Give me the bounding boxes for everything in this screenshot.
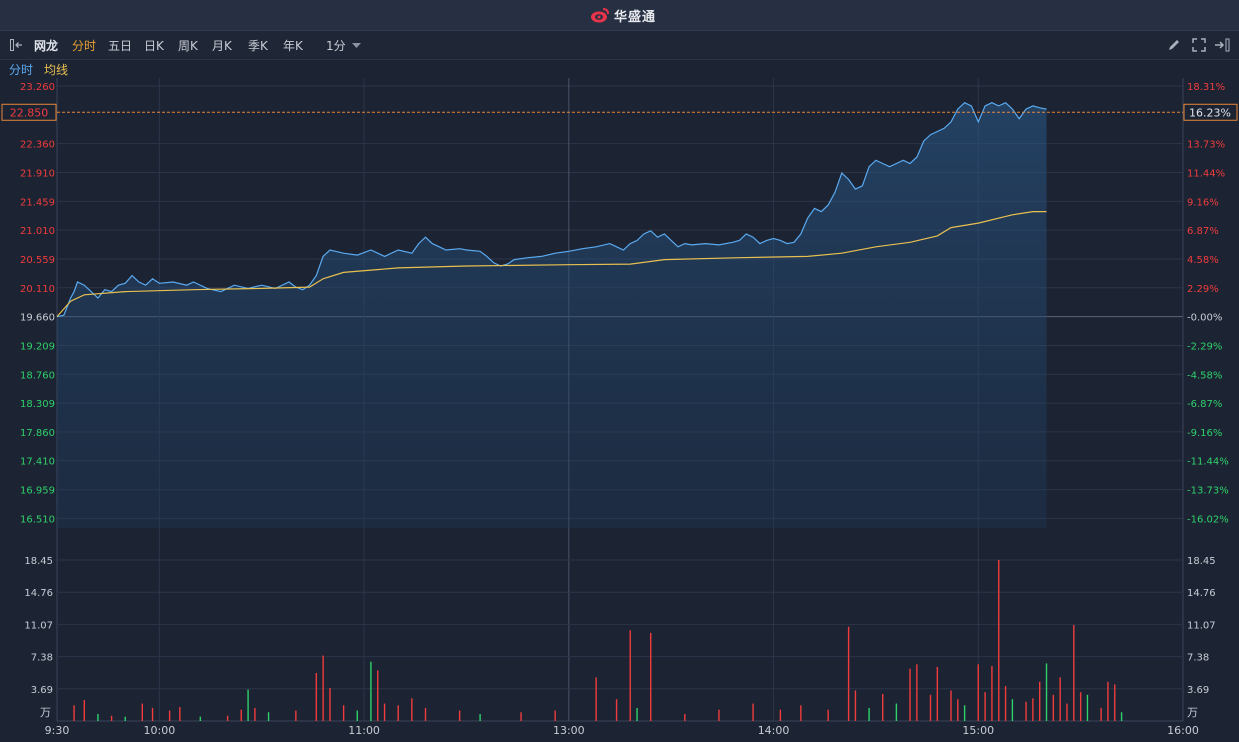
crosshair-price-box	[1, 103, 57, 121]
volume-tick-label: 3.69	[31, 685, 53, 696]
time-tick-label: 11:00	[348, 724, 380, 737]
toolbar: 网龙 分时 五日 日K 周K 月K 季K 年K 1分	[0, 31, 1239, 60]
tab-period-year[interactable]: 年K	[283, 39, 303, 53]
pencil-icon[interactable]	[1167, 38, 1181, 52]
time-tick-label: 15:00	[962, 724, 994, 737]
brand-name: 华盛通	[614, 9, 657, 25]
price-tick-label: 23.260	[20, 82, 55, 93]
pct-tick-label: 13.73%	[1187, 140, 1225, 151]
price-tick-label: 22.360	[20, 140, 55, 151]
legend-price: 分时	[9, 63, 34, 77]
pct-tick-label: -16.02%	[1187, 514, 1229, 525]
price-tick-label: 18.309	[20, 399, 55, 410]
pct-tick-label: -11.44%	[1187, 457, 1229, 468]
price-tick-label: 16.959	[20, 486, 55, 497]
tab-period-season[interactable]: 季K	[248, 39, 268, 53]
legend-average: 均线	[44, 63, 69, 77]
time-tick-label: 13:00	[553, 724, 585, 737]
volume-tick-label-right: 11.07	[1187, 620, 1216, 631]
pct-tick-label: -0.00%	[1187, 313, 1222, 324]
pct-tick-label: -13.73%	[1187, 486, 1229, 497]
pct-tick-label: 11.44%	[1187, 168, 1225, 179]
pct-tick-label: 4.58%	[1187, 255, 1219, 266]
price-tick-label: 17.410	[20, 457, 55, 468]
tab-period-month[interactable]: 月K	[212, 39, 232, 53]
volume-unit-label-right: 万	[1187, 706, 1198, 719]
chevron-down-icon[interactable]	[352, 43, 361, 49]
tab-period-5day[interactable]: 五日	[108, 39, 133, 53]
tab-period-day[interactable]: 日K	[144, 39, 164, 53]
volume-tick-label-right: 7.38	[1187, 653, 1209, 664]
volume-tick-label: 18.45	[24, 556, 53, 567]
price-tick-label: 20.559	[20, 255, 55, 266]
time-tick-label: 14:00	[758, 724, 790, 737]
price-tick-label: 21.459	[20, 197, 55, 208]
pct-tick-label: 6.87%	[1187, 226, 1219, 237]
pct-tick-label: -4.58%	[1187, 370, 1222, 381]
volume-tick-label: 7.38	[31, 653, 53, 664]
price-tick-label: 17.860	[20, 428, 55, 439]
price-tick-label: 21.910	[20, 168, 55, 179]
price-tick-label: 21.010	[20, 226, 55, 237]
crosshair-pct-box	[1183, 103, 1238, 121]
pct-tick-label: -9.16%	[1187, 428, 1222, 439]
tab-period-time[interactable]: 分时	[72, 39, 97, 53]
top-bar: 华盛通	[0, 0, 1239, 31]
volume-tick-label: 14.76	[24, 588, 53, 599]
price-tick-label: 19.660	[20, 313, 55, 324]
crosshair-pct-label: 16.23%	[1189, 106, 1231, 119]
time-tick-label: 9:30	[45, 724, 70, 737]
tab-period-week[interactable]: 周K	[178, 39, 198, 53]
price-tick-label: 19.209	[20, 341, 55, 352]
exit-icon[interactable]	[1214, 38, 1230, 52]
fullscreen-icon[interactable]	[1192, 38, 1206, 52]
pct-tick-label: 2.29%	[1187, 284, 1219, 295]
pct-tick-label: 18.31%	[1187, 82, 1225, 93]
price-tick-label: 16.510	[20, 514, 55, 525]
pct-tick-label: -2.29%	[1187, 341, 1222, 352]
volume-tick-label-right: 18.45	[1187, 556, 1216, 567]
volume-tick-label-right: 3.69	[1187, 685, 1209, 696]
weibo-like-logo-icon	[591, 8, 609, 23]
price-tick-label: 18.760	[20, 370, 55, 381]
brand-logo: 华盛通	[590, 6, 657, 25]
collapse-left-icon[interactable]	[10, 39, 26, 51]
price-line	[56, 101, 1047, 318]
minute-select[interactable]: 1分	[326, 39, 346, 53]
time-tick-label: 10:00	[144, 724, 176, 737]
time-tick-label: 16:00	[1167, 724, 1199, 737]
price-tick-label: 20.110	[20, 284, 55, 295]
price-area-fill	[57, 102, 1047, 528]
volume-tick-label-right: 14.76	[1187, 588, 1216, 599]
crosshair-price-label: 22.850	[10, 106, 49, 119]
average-line	[56, 211, 1047, 317]
volume-tick-label: 11.07	[24, 620, 53, 631]
stock-name: 网龙	[34, 39, 59, 53]
volume-unit-label: 万	[40, 706, 51, 719]
legend-bar: 分时 均线	[0, 60, 1239, 78]
pct-tick-label: 9.16%	[1187, 197, 1219, 208]
pct-tick-label: -6.87%	[1187, 399, 1222, 410]
